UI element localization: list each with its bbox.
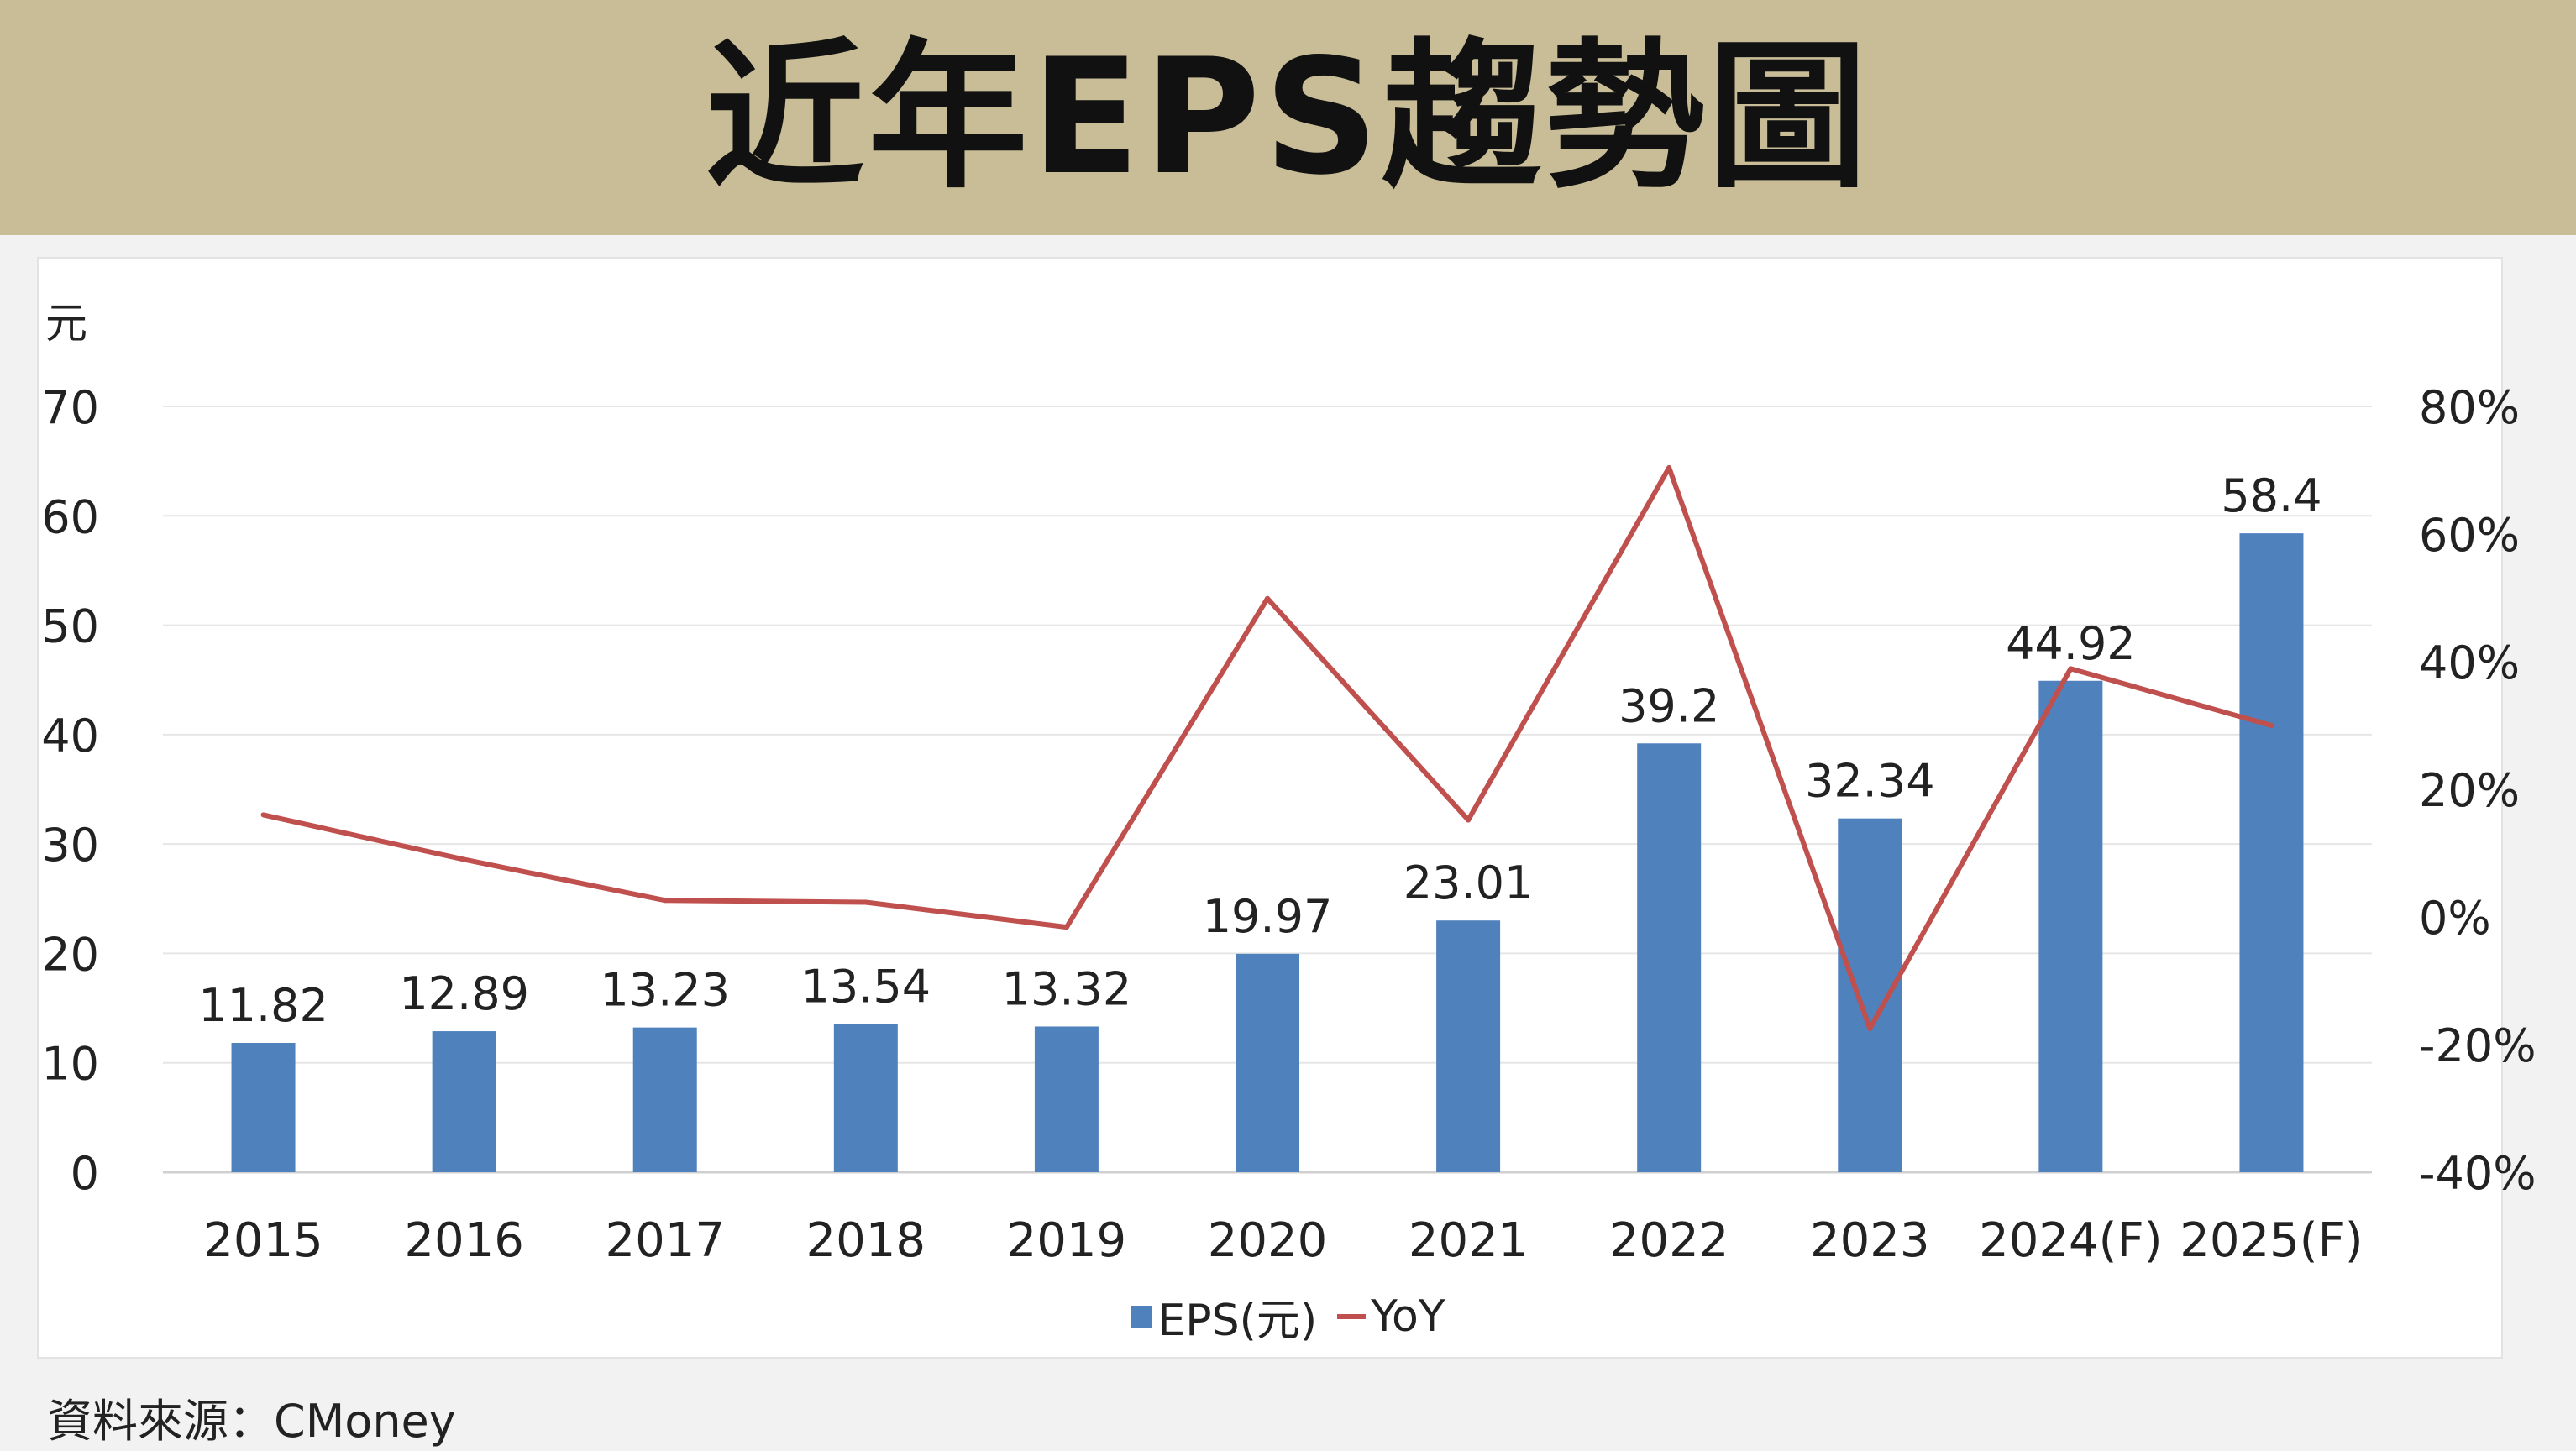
eps-bar [1236, 953, 1299, 1172]
yoy-point [1265, 595, 1270, 601]
yoy-point [2068, 666, 2074, 672]
y2-tick-label: 40% [2419, 636, 2520, 689]
legend-item-yoy: YoY [1337, 1291, 1445, 1342]
title-banner: 近年EPS趨勢圖 [0, 0, 2576, 235]
legend-item-eps: EPS(元) [1131, 1285, 1317, 1348]
y2-tick-label: 0% [2419, 892, 2491, 945]
eps-data-label: 13.23 [600, 964, 730, 1017]
eps-bar [1436, 920, 1501, 1172]
y2-tick-label: 60% [2419, 509, 2520, 562]
eps-bar [1034, 1026, 1099, 1172]
yoy-point [1666, 464, 1672, 470]
y-tick-label: 70 [41, 381, 99, 434]
x-tick-label: 2022 [1609, 1213, 1729, 1268]
chart-legend: EPS(元) YoY [0, 1285, 2576, 1348]
yoy-point [1466, 817, 1472, 823]
eps-data-label: 13.54 [801, 961, 931, 1014]
x-tick-label: 2021 [1409, 1213, 1529, 1268]
eps-data-label: 23.01 [1403, 856, 1534, 909]
y-tick-label: 20 [41, 928, 99, 981]
yoy-point [2269, 723, 2274, 728]
legend-yoy-label: YoY [1371, 1291, 1445, 1342]
legend-eps-label: EPS(元) [1157, 1296, 1318, 1346]
eps-bar [1637, 743, 1702, 1172]
x-tick-label: 2025(F) [2180, 1213, 2363, 1268]
x-tick-label: 2016 [404, 1213, 524, 1268]
eps-bar [2038, 680, 2103, 1172]
x-tick-label: 2018 [806, 1213, 926, 1268]
eps-data-label: 19.97 [1203, 890, 1333, 943]
eps-bar [833, 1024, 898, 1172]
source-note: 資料來源：CMoney [47, 1395, 456, 1448]
eps-data-label: 58.4 [2221, 469, 2322, 522]
eps-bar [1838, 818, 1902, 1172]
y-tick-label: 10 [41, 1038, 99, 1091]
chart-title: 近年EPS趨勢圖 [705, 24, 1871, 210]
y2-tick-label: -20% [2419, 1019, 2537, 1072]
legend-yoy-swatch [1337, 1313, 1367, 1319]
eps-bar [2239, 533, 2304, 1172]
eps-data-label: 39.2 [1619, 679, 1719, 732]
x-tick-label: 2015 [203, 1213, 323, 1268]
eps-bar [432, 1031, 496, 1172]
yoy-point [1063, 925, 1069, 930]
y-tick-label: 60 [41, 490, 99, 543]
y-tick-label: 30 [41, 819, 99, 872]
eps-data-label: 11.82 [198, 979, 328, 1032]
eps-data-label: 12.89 [399, 967, 529, 1020]
x-tick-label: 2020 [1208, 1213, 1328, 1268]
eps-data-label: 44.92 [2006, 617, 2136, 670]
yoy-point [260, 812, 266, 818]
yoy-point [461, 856, 467, 862]
yoy-point [662, 898, 668, 904]
y2-tick-label: -40% [2419, 1147, 2537, 1200]
x-tick-label: 2024(F) [1979, 1213, 2162, 1268]
y-tick-label: 0 [71, 1147, 99, 1200]
x-tick-label: 2017 [605, 1213, 725, 1268]
yoy-point [1867, 1026, 1873, 1031]
y2-tick-label: 20% [2419, 764, 2520, 817]
legend-eps-swatch [1131, 1305, 1153, 1328]
x-tick-label: 2023 [1810, 1213, 1930, 1268]
yoy-point [863, 899, 868, 905]
eps-bar [632, 1027, 697, 1172]
eps-data-label: 32.34 [1805, 755, 1935, 808]
y2-tick-label: 80% [2419, 381, 2520, 434]
yoy-line [262, 464, 2273, 1031]
x-tick-label: 2019 [1007, 1213, 1127, 1268]
y-tick-label: 50 [41, 600, 99, 653]
eps-data-label: 13.32 [1002, 962, 1132, 1015]
eps-bar [231, 1043, 296, 1172]
y-tick-label: 40 [41, 710, 99, 762]
y-axis-label: 元 [45, 299, 87, 348]
